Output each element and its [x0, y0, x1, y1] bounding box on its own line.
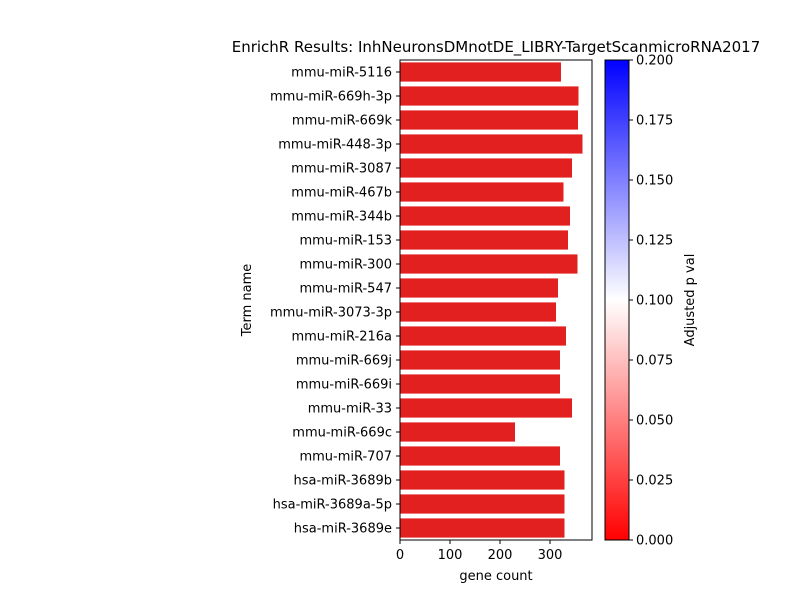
bar	[400, 350, 560, 370]
colorbar-tick-label: 0.075	[636, 354, 673, 369]
x-axis-label: gene count	[459, 569, 532, 584]
y-tick-label: mmu-miR-3087	[291, 162, 392, 177]
bar	[400, 374, 560, 394]
y-tick-label: mmu-miR-300	[299, 258, 392, 273]
y-tick-label: mmu-miR-467b	[291, 186, 392, 201]
bar	[400, 62, 561, 82]
y-tick-label: mmu-miR-5116	[291, 66, 392, 81]
y-tick-label: mmu-miR-3073-3p	[270, 306, 392, 321]
y-tick-label: mmu-miR-707	[299, 450, 392, 465]
colorbar-tick-label: 0.125	[636, 234, 673, 249]
bar	[400, 254, 578, 274]
y-tick-label: mmu-miR-344b	[291, 210, 392, 225]
bar	[400, 158, 572, 178]
colorbar: 0.000 0.025 0.050 0.075 0.100 0.125 0.150 0.175…	[604, 54, 698, 549]
colorbar-tick-label: 0.175	[636, 114, 673, 129]
bar	[400, 422, 515, 442]
bar	[400, 326, 566, 346]
x-tick-label: 200	[488, 548, 513, 563]
y-tick-label: mmu-miR-448-3p	[278, 138, 392, 153]
bar	[400, 470, 565, 490]
y-tick-label: mmu-miR-669c	[292, 426, 392, 441]
bar	[400, 182, 564, 202]
x-tick-label: 300	[538, 548, 563, 563]
y-tick-label: hsa-miR-3689e	[294, 522, 392, 537]
colorbar-ticks: 0.000 0.025 0.050 0.075 0.100 0.125 0.150 0.175…	[629, 54, 673, 549]
y-axis-label: Term name	[240, 264, 255, 338]
colorbar-tick-label: 0.150	[636, 174, 673, 189]
y-tick-label: mmu-miR-547	[299, 282, 392, 297]
y-tick-label: mmu-miR-669i	[296, 378, 392, 393]
bar	[400, 110, 578, 130]
bar	[400, 446, 560, 466]
y-tick-label: mmu-miR-33	[308, 402, 392, 417]
bar	[400, 86, 579, 106]
bar	[400, 134, 583, 154]
y-tick-label: mmu-miR-153	[299, 234, 392, 249]
colorbar-label: Adjusted p val	[683, 254, 698, 347]
bar	[400, 398, 572, 418]
bar	[400, 230, 568, 250]
bar	[400, 518, 565, 538]
colorbar-tick-label: 0.200	[636, 54, 673, 69]
y-tick-label: hsa-miR-3689a-5p	[273, 498, 392, 513]
colorbar-tick-label: 0.025	[636, 474, 673, 489]
y-tick-label: mmu-miR-669h-3p	[270, 90, 392, 105]
x-tick-label: 100	[438, 548, 463, 563]
y-tick-label: mmu-miR-216a	[291, 330, 392, 345]
bar	[400, 206, 570, 226]
colorbar-gradient	[604, 59, 630, 541]
plot-frame	[399, 59, 593, 541]
bar	[400, 302, 556, 322]
bar	[400, 278, 558, 298]
colorbar-tick-label: 0.100	[636, 294, 673, 309]
y-tick-label: hsa-miR-3689b	[294, 474, 392, 489]
colorbar-tick-label: 0.000	[636, 534, 673, 549]
chart-title: EnrichR Results: InhNeuronsDMnotDE_LIBRY…	[232, 38, 761, 57]
y-tick-label: mmu-miR-669k	[292, 114, 393, 129]
plot-area: mmu-miR-5116 mmu-miR-669h-3p mmu-miR-669k m…	[270, 62, 583, 563]
y-tick-label: mmu-miR-669j	[296, 354, 392, 369]
colorbar-tick-label: 0.050	[636, 414, 673, 429]
x-tick-label: 0	[396, 548, 404, 563]
bar	[400, 494, 565, 514]
